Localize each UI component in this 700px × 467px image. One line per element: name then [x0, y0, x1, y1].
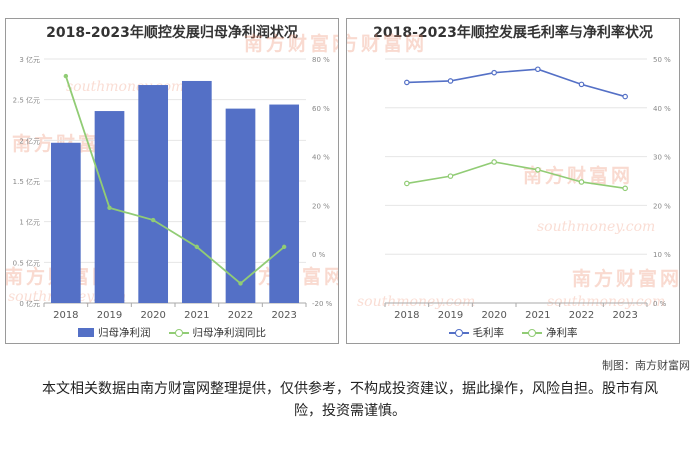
x-tick-label: 2023	[271, 310, 296, 321]
y-right-tick-label: 20 %	[653, 202, 671, 210]
y-right-tick-label: 0 %	[312, 251, 326, 259]
point-yoy-2020	[150, 217, 156, 223]
chart-title: 2018-2023年顺控发展毛利率与净利率状况	[373, 25, 653, 41]
watermark: 南方财富网	[244, 33, 338, 55]
point-yoy-2018	[63, 73, 69, 79]
y-left-tick-label: 0 亿元	[19, 299, 40, 308]
x-tick-label: 2021	[525, 310, 550, 321]
point-gross-margin-2023	[622, 93, 628, 100]
point-yoy-2021	[194, 244, 200, 250]
y-left-tick-label: 2.5 亿元	[13, 96, 40, 105]
bar-2022	[225, 108, 256, 303]
point-net-margin-2018	[404, 180, 410, 187]
y-left-tick-label: 0.5 亿元	[13, 258, 40, 267]
point-gross-margin-2020	[491, 69, 497, 76]
chart-legend: 毛利率 净利率	[347, 325, 679, 340]
y-right-tick-label: -20 %	[312, 300, 333, 308]
bar-2023	[269, 104, 300, 304]
watermark: 南方财富网	[347, 33, 428, 55]
point-net-margin-2020	[491, 159, 497, 165]
watermark: 南方财富网	[523, 165, 634, 187]
y-right-tick-label: 10 %	[653, 251, 671, 259]
legend-label: 归母净利润同比	[192, 327, 267, 339]
x-tick-label: 2022	[228, 310, 253, 321]
point-yoy-2019	[107, 205, 112, 211]
chart-panel-net-profit: 2018-2023年顺控发展归母净利润状况 南方财富网 南方财富网 南方财富网 …	[5, 18, 339, 344]
line-gross-margin	[406, 68, 626, 98]
x-tick-label: 2020	[481, 310, 506, 321]
line-net-margin	[406, 161, 626, 190]
x-tick-label: 2019	[97, 310, 122, 321]
x-tick-label: 2023	[612, 310, 637, 321]
point-gross-margin-2018	[404, 79, 410, 86]
point-gross-margin-2021	[535, 66, 541, 73]
x-tick-label: 2019	[438, 310, 463, 321]
watermark-sub: southmoney.com	[357, 294, 476, 310]
y-right-tick-label: 50 %	[653, 56, 671, 64]
legend-item-net-profit[interactable]: 归母净利润	[78, 325, 151, 340]
point-yoy-2022	[238, 281, 243, 286]
y-right-tick-label: 40 %	[653, 105, 671, 113]
point-gross-margin-2019	[447, 78, 454, 84]
y-left-tick-label: 1 亿元	[19, 218, 40, 227]
bar-2021	[181, 80, 212, 304]
bar-2018	[50, 142, 81, 303]
point-gross-margin-2022	[578, 81, 585, 88]
legend-swatch	[168, 328, 189, 338]
y-right-tick-label: 20 %	[312, 202, 330, 210]
line-net-profit-yoy	[64, 75, 285, 285]
legend-label: 净利率	[546, 327, 578, 339]
disclaimer-text: 本文相关数据由南方财富网整理提供，仅供参考，不构成投资建议，据此操作，风险自担。…	[42, 381, 658, 419]
x-tick-label: 2020	[140, 310, 165, 321]
y-right-tick-label: 80 %	[312, 56, 330, 64]
legend-item-net-margin[interactable]: 净利率	[522, 325, 578, 340]
point-net-margin-2023	[622, 185, 628, 192]
point-net-margin-2021	[535, 166, 541, 173]
watermark: 南方财富网	[572, 268, 680, 290]
chart-panel-margins: 2018-2023年顺控发展毛利率与净利率状况 南方财富网 南方财富网 南方财富…	[346, 18, 680, 344]
bar-2020	[138, 85, 169, 303]
y-right-tick-label: 0 %	[653, 300, 667, 308]
point-net-margin-2019	[447, 173, 454, 179]
legend-swatch	[522, 328, 542, 338]
legend-swatch	[448, 328, 469, 338]
legend-label: 毛利率	[472, 327, 505, 339]
legend-item-gross-margin[interactable]: 毛利率	[448, 325, 505, 340]
point-net-margin-2022	[578, 179, 585, 185]
legend-label: 归母净利润	[98, 327, 151, 339]
legend-item-net-profit-yoy[interactable]: 归母净利润同比	[168, 325, 267, 340]
x-tick-label: 2022	[569, 310, 594, 321]
chart-margins: 0 % 10 % 20 % 30 % 40 % 50 % 2018 2019 2020 2021 2…	[384, 56, 671, 321]
watermark-sub: southmoney.com	[537, 219, 656, 235]
y-right-tick-label: 30 %	[653, 154, 671, 162]
x-tick-label: 2021	[184, 310, 209, 321]
legend-swatch	[78, 328, 94, 337]
y-left-tick-label: 2 亿元	[19, 136, 40, 145]
chart-title: 2018-2023年顺控发展归母净利润状况	[46, 25, 298, 41]
chart-legend: 归母净利润 归母净利润同比	[6, 325, 338, 340]
y-left-tick-label: 3 亿元	[19, 55, 40, 64]
point-yoy-2023	[281, 244, 287, 250]
y-right-tick-label: 40 %	[312, 154, 330, 162]
chart-net-profit: 0 亿元 0.5 亿元 1 亿元 1.5 亿元 2 亿元 2.5 亿元 3 亿元 -20 % 0…	[13, 55, 333, 321]
x-tick-label: 2018	[53, 310, 78, 321]
x-tick-label: 2018	[394, 310, 419, 321]
y-left-tick-label: 1.5 亿元	[13, 177, 40, 186]
watermark-sub: southmoney.com	[547, 294, 666, 310]
y-right-tick-label: 60 %	[312, 105, 330, 113]
chart-credit: 制图：南方财富网	[602, 359, 690, 372]
